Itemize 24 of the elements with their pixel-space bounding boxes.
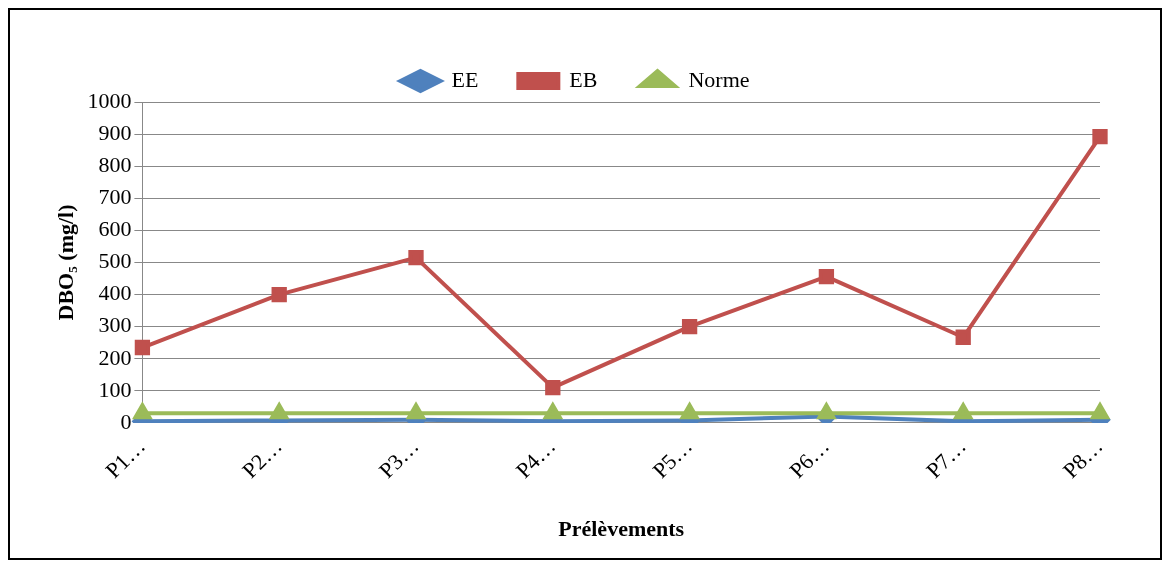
y-tick-label: 0: [120, 408, 132, 434]
y-tick-label: 600: [98, 216, 132, 242]
x-tick-label: P8…: [1057, 433, 1108, 483]
x-tick-label: P7…: [921, 433, 971, 483]
x-tick-label: P2…: [237, 433, 287, 483]
y-tick-label: 900: [98, 119, 132, 145]
y-tick-label: 100: [98, 376, 132, 402]
y-tick-label: 800: [98, 151, 132, 177]
x-tick-label: P5…: [647, 433, 698, 483]
legend-label: EB: [569, 66, 598, 92]
y-tick-label: 500: [98, 248, 132, 274]
y-tick-label: 300: [98, 312, 132, 338]
x-axis-title: Prélèvements: [558, 516, 685, 542]
y-tick-label: 200: [98, 344, 132, 370]
y-tick-label: 400: [98, 280, 132, 306]
y-tick-label: 1000: [87, 87, 132, 113]
legend-label: Norme: [688, 66, 750, 92]
x-tick-label: P3…: [373, 433, 424, 483]
x-tick-label: P6…: [784, 433, 835, 483]
y-tick-label: 700: [98, 184, 132, 210]
x-tick-label: P4…: [510, 433, 561, 483]
y-axis-title: DBO₅ (mg/l): [52, 204, 78, 321]
x-tick-label: P1…: [100, 433, 151, 483]
legend-label: EE: [451, 66, 479, 92]
